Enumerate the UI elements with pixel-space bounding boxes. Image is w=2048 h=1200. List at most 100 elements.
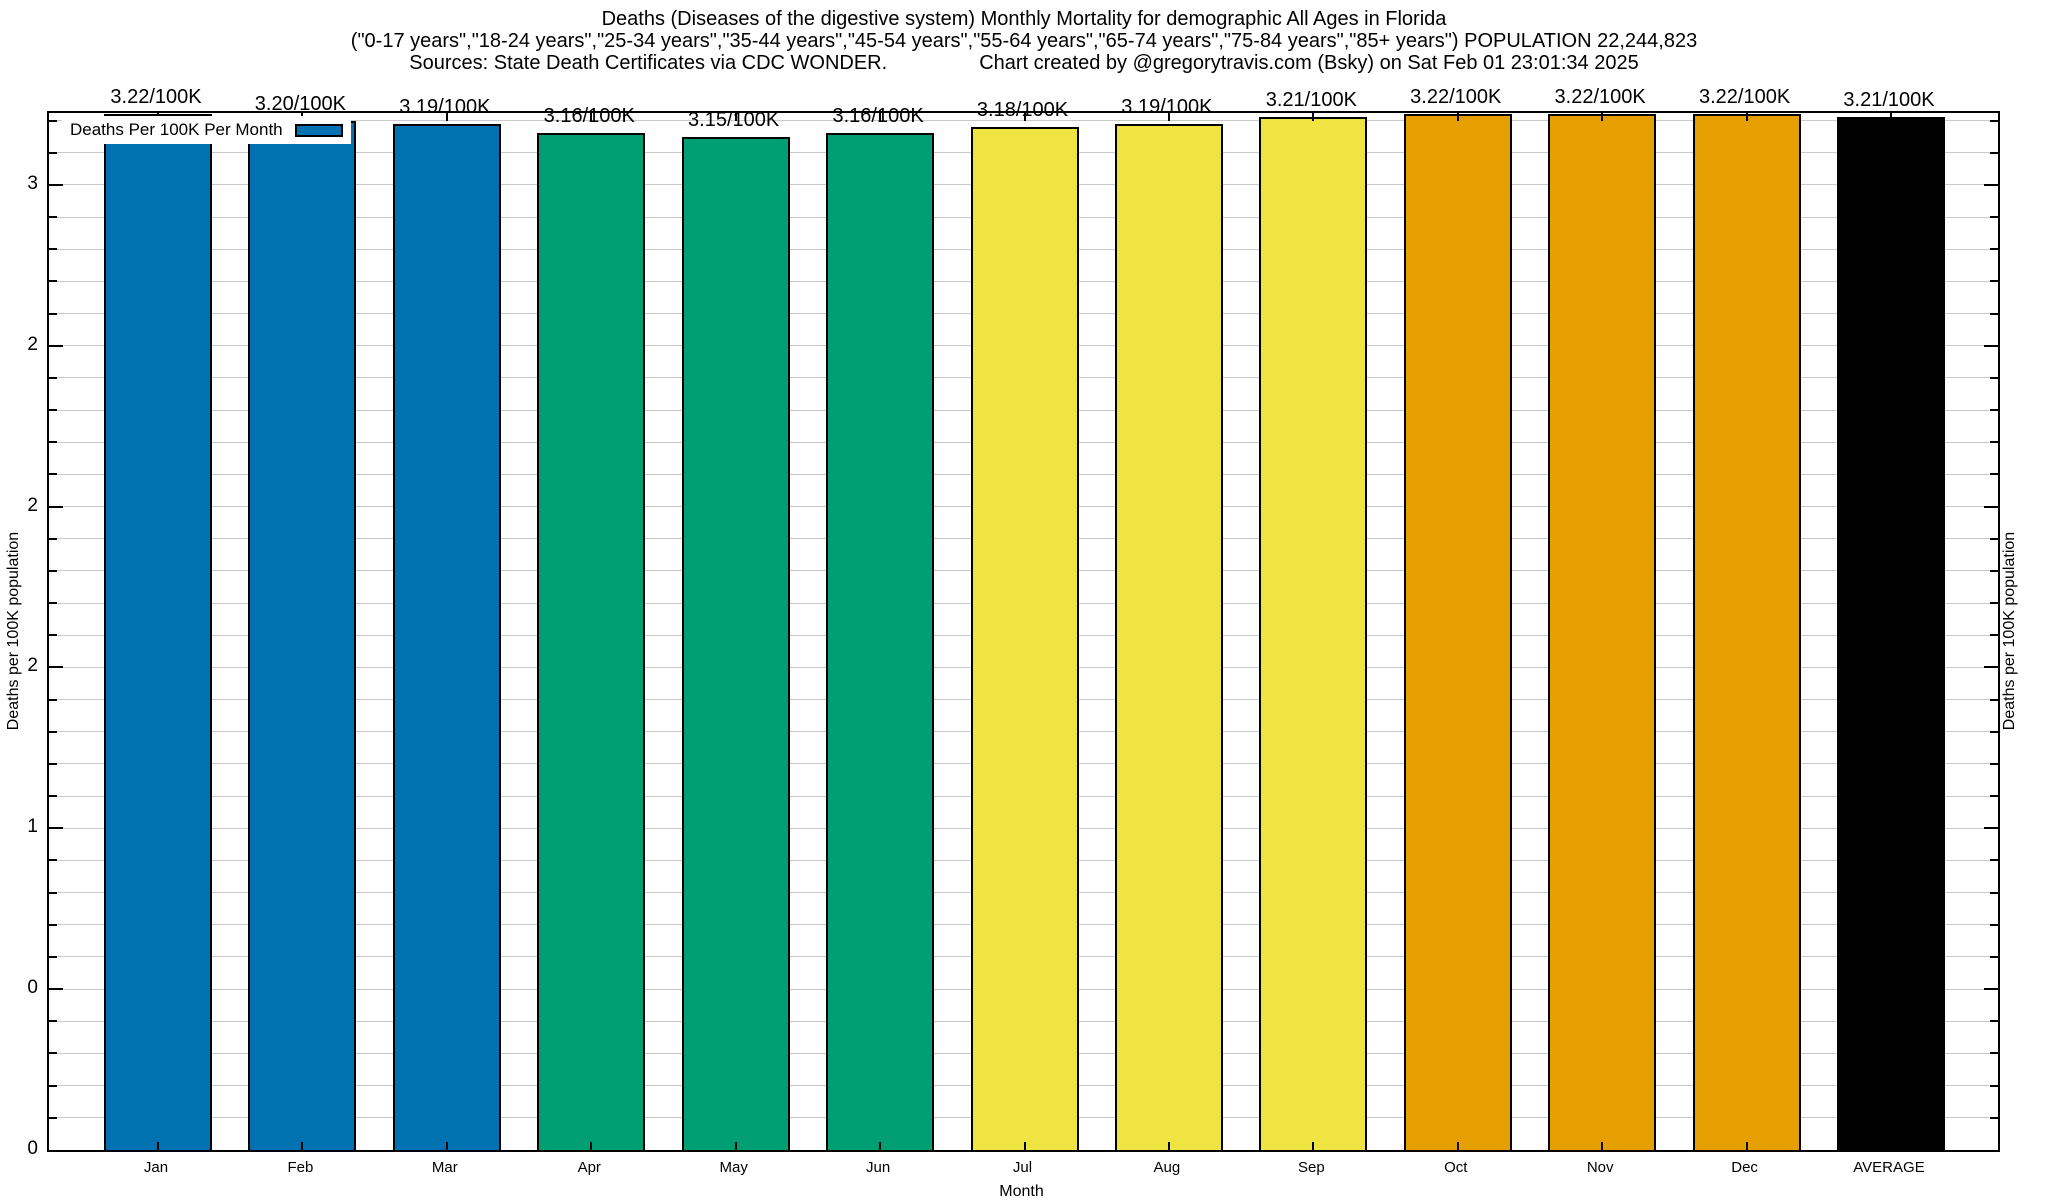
x-tick [1745,113,1748,121]
y-major-tick [49,988,63,991]
bar-nov [1548,114,1657,1150]
bar-value-label: 3.20/100K [254,92,346,115]
y-minor-tick [49,441,57,444]
bar-value-label: 3.21/100K [1265,89,1357,112]
bar-value-label: 3.16/100K [832,105,924,128]
x-tick [879,113,882,121]
y-minor-tick [1990,1020,1998,1023]
legend: Deaths Per 100K Per Month [62,116,351,144]
chart-titles: Deaths (Diseases of the digestive system… [0,8,2048,74]
y-minor-tick [1990,151,1998,154]
x-tick-label: Dec [1731,1159,1758,1176]
y-minor-tick [49,151,57,154]
x-tick-label: Sep [1297,1159,1325,1176]
sources-note: Sources: State Death Certificates via CD… [409,52,888,74]
chart-subtitle-demographics: ("0-17 years","18-24 years","25-34 years… [350,30,1698,52]
x-tick [1601,1142,1604,1150]
x-tick-label: May [719,1159,748,1176]
y-major-tick [1984,988,1998,991]
bar-value-label: 3.19/100K [399,95,491,118]
y-minor-tick [1990,312,1998,315]
bar-value-label: 3.16/100K [543,105,635,128]
y-major-tick [49,183,63,186]
bar-jan [104,114,212,1150]
y-minor-tick [49,473,57,476]
y-minor-tick [49,698,57,701]
y-minor-tick [49,119,57,122]
x-tick-label: AVERAGE [1853,1159,1925,1176]
y-major-tick [1984,505,1998,508]
x-tick-label: Oct [1444,1159,1468,1176]
y-minor-tick [49,891,57,894]
y-axis-label-left: Deaths per 100K population [5,531,22,731]
bar-aug [1114,123,1223,1150]
x-tick-label: Jul [1012,1159,1033,1176]
x-tick [1023,1142,1026,1150]
y-minor-tick [1990,569,1998,572]
x-tick [1167,113,1170,121]
y-minor-tick [1990,537,1998,540]
y-tick-label: 2 [27,333,38,355]
bar-value-label: 3.22/100K [110,86,202,109]
chart-subtitle-credits: Sources: State Death Certificates via CD… [0,52,2048,74]
x-tick [1167,1142,1170,1150]
y-tick-label: 3 [27,172,38,194]
y-minor-tick [49,569,57,572]
y-minor-tick [1990,859,1998,862]
x-tick [590,1142,593,1150]
y-minor-tick [49,602,57,605]
x-tick [590,113,593,121]
y-minor-tick [1990,1084,1998,1087]
y-minor-tick [1990,730,1998,733]
y-minor-tick [1990,955,1998,958]
y-major-tick [1984,666,1998,669]
y-tick-label: 2 [27,655,38,677]
y-minor-tick [49,859,57,862]
x-tick [734,113,737,121]
bar-dec [1692,114,1801,1150]
bar-average [1837,117,1945,1150]
y-major-tick [1984,344,1998,347]
x-tick [1023,113,1026,121]
y-minor-tick [49,409,57,412]
y-minor-tick [1990,248,1998,251]
x-tick-label: Jun [865,1159,891,1176]
y-major-tick [49,505,63,508]
y-major-tick [49,344,63,347]
y-minor-tick [49,248,57,251]
y-major-tick [49,666,63,669]
y-minor-tick [1990,1052,1998,1055]
y-major-tick [1984,827,1998,830]
y-tick-label: 2 [27,494,38,516]
y-minor-tick [49,955,57,958]
x-tick [1890,113,1892,121]
bar-jul [970,127,1079,1150]
y-minor-tick [49,730,57,733]
x-tick [301,1142,304,1150]
bar-apr [537,133,646,1150]
x-tick-label: Jan [143,1159,169,1176]
y-minor-tick [1990,473,1998,476]
bar-value-label: 3.19/100K [1121,95,1213,118]
x-tick-label: Nov [1586,1159,1614,1176]
legend-swatch [294,123,343,137]
y-minor-tick [1990,216,1998,219]
bar-may [681,136,790,1150]
y-minor-tick [1990,634,1998,637]
bar-sep [1259,117,1368,1150]
bar-mar [392,123,501,1150]
y-minor-tick [49,312,57,315]
x-tick [1312,1142,1315,1150]
x-tick [734,1142,737,1150]
x-tick [1890,1142,1892,1150]
bar-value-label: 3.18/100K [976,98,1069,121]
y-major-tick [1984,183,1998,186]
y-minor-tick [1990,923,1998,926]
bar-jun [826,133,935,1150]
bar-value-label: 3.22/100K [1410,86,1502,109]
y-minor-tick [49,762,57,765]
plot-area [47,111,2000,1152]
x-tick [445,113,448,121]
x-tick-label: Mar [431,1159,458,1176]
